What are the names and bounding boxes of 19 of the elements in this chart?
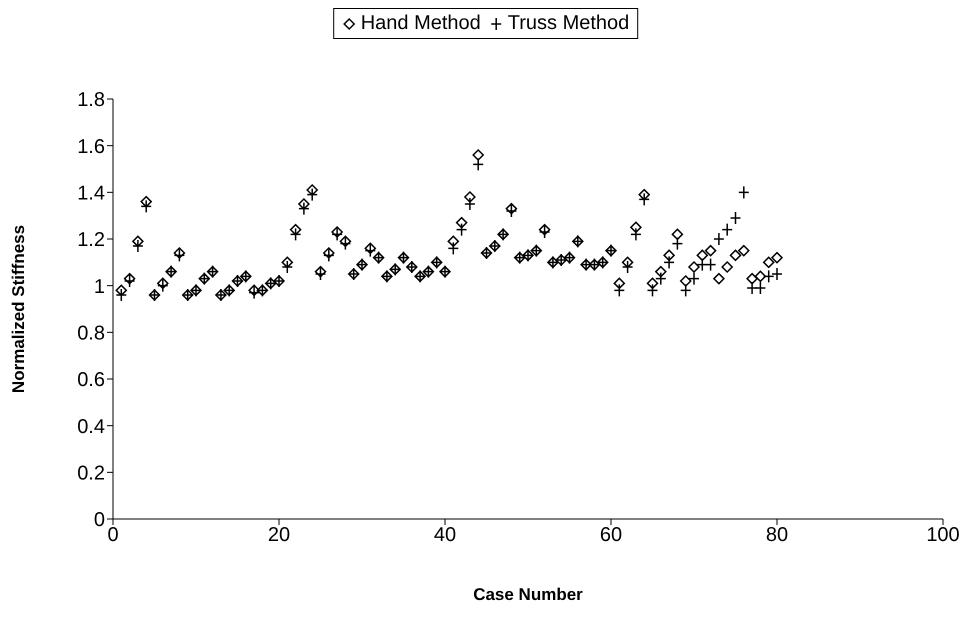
y-tick-label: 1.2 [77,229,105,252]
x-tick-label: 40 [434,524,456,546]
y-tick-label: 1.4 [77,182,105,204]
x-tick-label: 80 [766,524,788,546]
legend-label: Truss Method [508,12,630,35]
x-tick-label: 100 [926,524,960,546]
y-tick-label: 0.2 [77,462,105,484]
x-tick-label: 20 [268,524,290,546]
y-tick-label: 0 [94,509,105,532]
y-tick-label: 1.6 [77,136,105,158]
y-tick-label: 0.4 [77,416,105,438]
y-tick-label: 1.8 [77,89,105,112]
y-tick-label: 0.8 [77,322,105,344]
x-tick-label: 60 [600,524,622,546]
y-axis-title: Normalized Stiffness [9,224,28,394]
x-axis-title: Case Number [473,585,584,604]
y-tick-label: 0.6 [77,369,105,392]
y-tick-label: 1 [94,276,105,298]
legend-label: Hand Method [360,12,481,35]
